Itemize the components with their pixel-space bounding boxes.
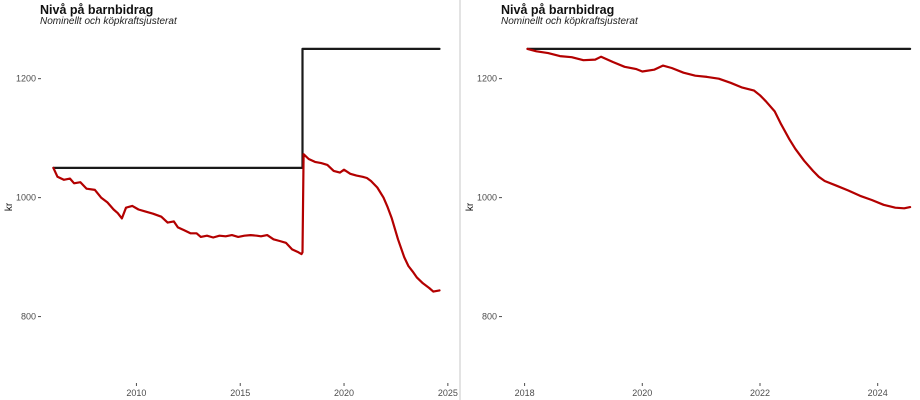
- y-axis-label: kr: [4, 202, 15, 211]
- x-tick-label: 2020: [334, 388, 354, 398]
- y-tick-label: 1000: [16, 193, 36, 203]
- panel-divider: [459, 0, 461, 400]
- x-tick-label: 2018: [515, 388, 535, 398]
- line-chart-left: 800 1000 1200 2010 2015 2020 2025 kr: [4, 47, 458, 398]
- x-tick-label: 2025: [438, 388, 458, 398]
- chart-subtitle: Nominellt och köpkraftsjusterat: [40, 16, 177, 27]
- y-tick-label: 800: [482, 312, 497, 322]
- y-tick-label: 1000: [477, 193, 497, 203]
- line-chart-right: 800 1000 1200 2018 2020 2022 2024 kr: [465, 47, 912, 398]
- x-tick-label: 2010: [126, 388, 146, 398]
- x-tick-label: 2022: [750, 388, 770, 398]
- chart-title: Nivå på barnbidrag: [501, 3, 615, 17]
- real-series-line: [526, 47, 912, 210]
- chart-panel-right: Nivå på barnbidrag Nominellt och köpkraf…: [461, 0, 920, 400]
- y-tick-label: 1200: [477, 74, 497, 84]
- y-axis-label: kr: [465, 202, 476, 211]
- x-tick-label: 2020: [632, 388, 652, 398]
- x-tick-label: 2015: [230, 388, 250, 398]
- x-tick-label: 2024: [868, 388, 888, 398]
- real-series-line: [52, 153, 441, 293]
- chart-panel-left: Nivå på barnbidrag Nominellt och köpkraf…: [0, 0, 459, 400]
- chart-title: Nivå på barnbidrag: [40, 3, 154, 17]
- y-tick-label: 1200: [16, 74, 36, 84]
- y-tick-label: 800: [21, 312, 36, 322]
- chart-subtitle: Nominellt och köpkraftsjusterat: [501, 16, 638, 27]
- nominal-series-line: [52, 47, 441, 169]
